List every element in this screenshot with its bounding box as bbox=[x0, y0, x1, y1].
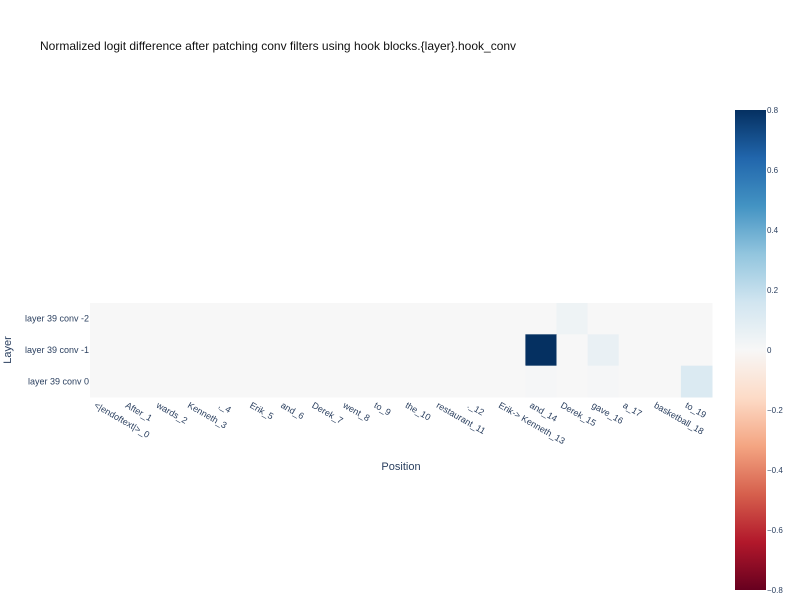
heatmap-cell bbox=[152, 365, 184, 398]
x-tick-label: to_9 bbox=[372, 400, 392, 417]
colorbar-tick-label: −0.6 bbox=[767, 526, 783, 535]
heatmap-cell bbox=[121, 334, 153, 367]
heatmap-cell bbox=[276, 303, 309, 335]
heatmap-cell bbox=[680, 334, 713, 367]
heatmap-cell bbox=[183, 334, 215, 367]
colorbar-tick-labels: 0.8 0.6 0.4 0.2 0 −0.2 −0.4 −0.6 −0.8 bbox=[767, 106, 783, 595]
heatmap-cell bbox=[618, 303, 651, 335]
heatmap-cell bbox=[276, 334, 309, 367]
heatmap-cell bbox=[183, 303, 215, 335]
x-tick-label: the_10 bbox=[404, 400, 433, 422]
x-tick-label: wards_2 bbox=[154, 400, 189, 426]
colorbar-tick-label: 0.8 bbox=[767, 106, 779, 115]
heatmap-cells bbox=[90, 303, 713, 398]
heatmap-cell bbox=[90, 365, 122, 398]
heatmap-cell bbox=[401, 334, 433, 367]
x-tick-label: and_6 bbox=[279, 400, 306, 421]
y-tick-label: layer 39 conv -2 bbox=[25, 314, 89, 324]
heatmap-cell bbox=[369, 303, 402, 335]
heatmap-cell bbox=[276, 365, 309, 398]
colorbar-tick-label: 0.6 bbox=[767, 166, 779, 175]
heatmap-cell bbox=[556, 365, 589, 398]
x-tick-label: a_17 bbox=[621, 400, 643, 419]
heatmap-cell bbox=[432, 334, 464, 367]
colorbar-tick-label: 0.4 bbox=[767, 226, 779, 235]
heatmap-cell bbox=[680, 365, 713, 398]
heatmap-cell bbox=[245, 334, 278, 367]
heatmap-cell bbox=[214, 365, 246, 398]
x-tick-label: ,_4 bbox=[217, 400, 233, 415]
heatmap-cell bbox=[525, 334, 557, 367]
heatmap-cell bbox=[121, 303, 153, 335]
heatmap-cell bbox=[214, 334, 246, 367]
heatmap-cell bbox=[245, 365, 278, 398]
x-tick-label: Derek_7 bbox=[310, 400, 344, 426]
heatmap-cell bbox=[401, 303, 433, 335]
heatmap-cell bbox=[494, 303, 526, 335]
heatmap-cell bbox=[618, 334, 651, 367]
heatmap-cell bbox=[369, 334, 402, 367]
y-tick-label: layer 39 conv -1 bbox=[25, 345, 89, 355]
heatmap-cell bbox=[338, 303, 371, 335]
colorbar-tick-label: 0 bbox=[767, 346, 772, 355]
heatmap-cell bbox=[214, 303, 246, 335]
x-axis-label: Position bbox=[381, 461, 420, 473]
heatmap-cell bbox=[432, 303, 464, 335]
x-tick-label: <|endoftext|>_0 bbox=[93, 400, 152, 440]
y-tick-label: layer 39 conv 0 bbox=[28, 376, 89, 386]
x-tick-label: Erik_5 bbox=[248, 400, 275, 421]
heatmap-cell bbox=[587, 303, 620, 335]
heatmap-cell bbox=[494, 334, 526, 367]
colorbar bbox=[735, 110, 766, 590]
heatmap-cell bbox=[649, 365, 682, 398]
heatmap-cell bbox=[587, 365, 620, 398]
heatmap-cell bbox=[556, 303, 589, 335]
x-tick-label: went_8 bbox=[341, 400, 372, 424]
y-axis-label: Layer bbox=[2, 336, 14, 364]
heatmap-cell bbox=[649, 334, 682, 367]
x-tick-label: ._12 bbox=[466, 400, 486, 417]
heatmap-cell bbox=[152, 303, 184, 335]
colorbar-tick-label: 0.2 bbox=[767, 286, 779, 295]
heatmap-cell bbox=[680, 303, 713, 335]
heatmap-cell bbox=[90, 303, 122, 335]
colorbar-tick-label: −0.4 bbox=[767, 466, 783, 475]
heatmap-cell bbox=[183, 365, 215, 398]
heatmap-cell bbox=[307, 334, 340, 367]
heatmap-cell bbox=[463, 303, 495, 335]
heatmap-cell bbox=[494, 365, 526, 398]
heatmap-cell bbox=[649, 303, 682, 335]
heatmap-cell bbox=[369, 365, 402, 398]
heatmap-cell bbox=[463, 334, 495, 367]
heatmap-cell bbox=[401, 365, 433, 398]
colorbar-tick-label: −0.2 bbox=[767, 406, 783, 415]
y-tick-labels: layer 39 conv -2 layer 39 conv -1 layer 39… bbox=[25, 314, 89, 387]
heatmap-cell bbox=[432, 365, 464, 398]
heatmap-cell bbox=[307, 365, 340, 398]
chart-title: Normalized logit difference after patchi… bbox=[40, 39, 516, 53]
heatmap-cell bbox=[463, 365, 495, 398]
colorbar-tick-label: −0.8 bbox=[767, 586, 783, 595]
heatmap-cell bbox=[121, 365, 153, 398]
heatmap-cell bbox=[618, 365, 651, 398]
heatmap-cell bbox=[525, 303, 557, 335]
heatmap-cell bbox=[245, 303, 278, 335]
heatmap-cell bbox=[152, 334, 184, 367]
heatmap-cell bbox=[307, 303, 340, 335]
heatmap-cell bbox=[587, 334, 620, 367]
heatmap-cell bbox=[90, 334, 122, 367]
heatmap-cell bbox=[338, 334, 371, 367]
heatmap-cell bbox=[525, 365, 557, 398]
heatmap-cell bbox=[338, 365, 371, 398]
heatmap-cell bbox=[556, 334, 589, 367]
